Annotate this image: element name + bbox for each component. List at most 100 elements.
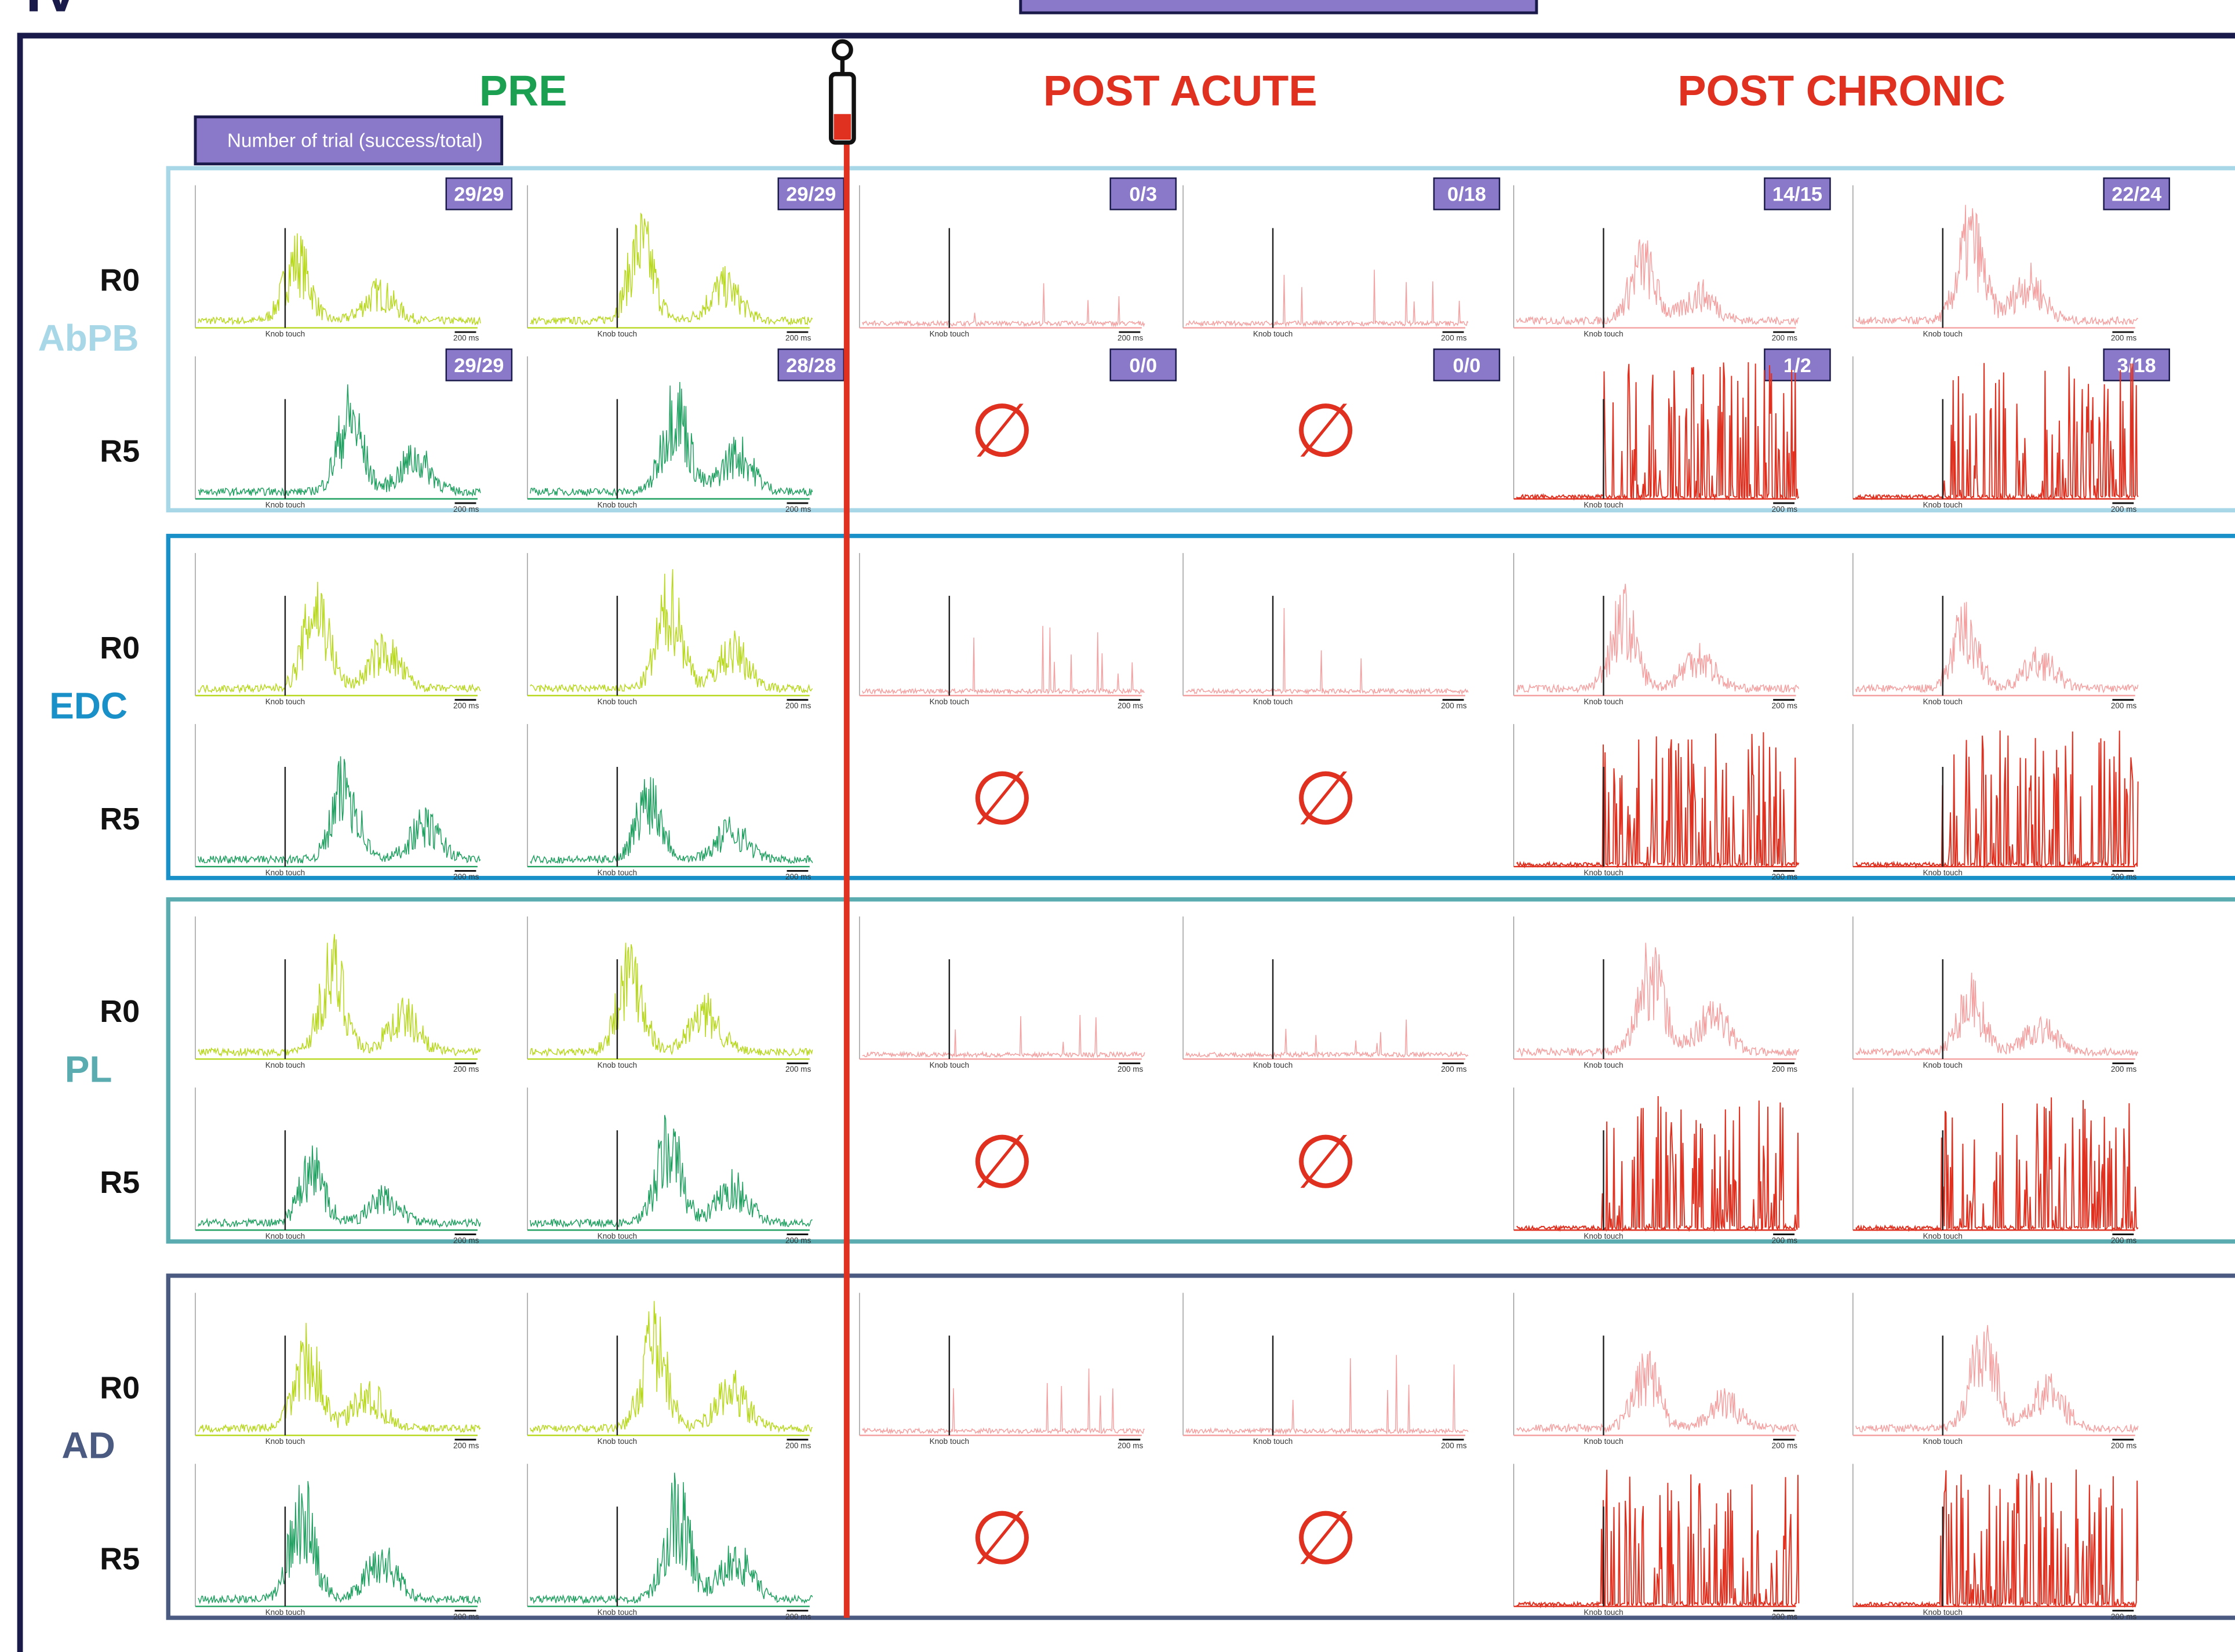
row-label: R5 — [100, 802, 140, 836]
emg-trace — [1856, 1325, 2138, 1432]
scale-label: 200 ms — [453, 1612, 479, 1621]
column-title: POST CHRONIC — [1677, 67, 2005, 115]
emg-trace — [198, 582, 481, 693]
emg-trace — [1856, 1469, 2138, 1606]
event-label: Knob touch — [265, 500, 305, 509]
emg-trace — [198, 234, 481, 325]
event-label: Knob touch — [265, 1608, 305, 1617]
row-label: R0 — [100, 263, 140, 298]
column-title: POST ACUTE — [1043, 67, 1317, 115]
event-label: Knob touch — [265, 329, 305, 338]
scale-label: 200 ms — [1772, 872, 1798, 881]
emg-trace — [198, 1323, 481, 1432]
trial-count: 29/29 — [786, 184, 836, 206]
event-label: Knob touch — [1923, 329, 1963, 338]
scale-label: 200 ms — [453, 1441, 479, 1450]
trial-count: 29/29 — [454, 355, 504, 377]
syringe-icon — [831, 41, 854, 143]
top-box — [1021, 0, 1537, 13]
event-label: Knob touch — [1584, 1232, 1623, 1240]
event-label: Knob touch — [1923, 1061, 1963, 1069]
trial-count: 3/18 — [2117, 355, 2156, 377]
emg-trace — [530, 382, 813, 496]
event-label: Knob touch — [265, 868, 305, 877]
event-label: Knob touch — [1584, 329, 1623, 338]
event-label: Knob touch — [598, 1061, 637, 1069]
emg-trace — [1856, 363, 2138, 498]
emg-trace — [1856, 973, 2138, 1056]
trial-count: 0/18 — [1447, 184, 1486, 206]
no-data: ∅ — [1293, 1497, 1357, 1580]
figure: IV Number of trial (success/total) PRE P… — [0, 0, 2235, 1652]
scale-label: 200 ms — [1772, 1441, 1798, 1450]
emg-trace — [530, 943, 813, 1056]
emg-trace — [1186, 270, 1468, 326]
event-label: Knob touch — [1253, 1437, 1293, 1446]
emg-trace — [530, 1301, 813, 1432]
scale-label: 200 ms — [2111, 1441, 2137, 1450]
emg-trace — [198, 384, 481, 496]
event-label: Knob touch — [1923, 697, 1963, 706]
legend-text: Number of trial (success/total) — [227, 130, 483, 151]
emg-trace — [1186, 608, 1468, 694]
emg-trace — [530, 1473, 813, 1603]
muscle-name: AbPB — [38, 317, 139, 359]
scale-label: 200 ms — [785, 872, 811, 881]
emg-trace — [1517, 1351, 1799, 1432]
emg-trace — [862, 283, 1145, 326]
scale-label: 200 ms — [1441, 701, 1467, 710]
scale-label: 200 ms — [1118, 1065, 1144, 1074]
panel-label: IV — [26, 0, 79, 24]
scale-label: 200 ms — [1772, 1612, 1798, 1621]
emg-trace — [198, 1145, 481, 1227]
emg-trace — [862, 1369, 1145, 1433]
event-label: Knob touch — [598, 329, 637, 338]
emg-trace — [198, 756, 481, 864]
event-label: Knob touch — [1584, 1061, 1623, 1069]
event-label: Knob touch — [930, 697, 969, 706]
event-label: Knob touch — [1253, 329, 1293, 338]
emg-trace — [1517, 943, 1799, 1056]
scale-label: 200 ms — [2111, 701, 2137, 710]
trial-count: 0/3 — [1129, 184, 1157, 206]
scale-label: 200 ms — [453, 1236, 479, 1245]
event-label: Knob touch — [930, 1437, 969, 1446]
emg-trace — [1517, 362, 1799, 499]
scale-label: 200 ms — [2111, 872, 2137, 881]
trial-count: 0/0 — [1453, 355, 1481, 377]
no-data: ∅ — [970, 757, 1034, 840]
trial-count: 28/28 — [786, 355, 836, 377]
row-label: R0 — [100, 994, 140, 1029]
scale-label: 200 ms — [785, 505, 811, 514]
scale-label: 200 ms — [1441, 334, 1467, 343]
scale-label: 200 ms — [1772, 334, 1798, 343]
event-label: Knob touch — [1584, 1437, 1623, 1446]
row-label: R5 — [100, 1541, 140, 1576]
event-label: Knob touch — [1923, 1608, 1963, 1617]
emg-trace — [198, 934, 481, 1056]
event-label: Knob touch — [598, 868, 637, 877]
trial-count: 1/2 — [1783, 355, 1811, 377]
emg-trace — [1517, 1096, 1799, 1230]
page: {"panel":"IV","legend":"Number of trial … — [0, 0, 2235, 1652]
emg-trace — [1517, 239, 1799, 325]
scale-label: 200 ms — [453, 334, 479, 343]
trial-count: 14/15 — [1772, 184, 1822, 206]
scale-label: 200 ms — [785, 334, 811, 343]
scale-label: 200 ms — [1441, 1065, 1467, 1074]
row-label: R5 — [100, 1165, 140, 1200]
scale-label: 200 ms — [785, 701, 811, 710]
column-title: PRE — [479, 67, 567, 115]
emg-trace — [1856, 602, 2138, 692]
event-label: Knob touch — [598, 1608, 637, 1617]
no-data: ∅ — [970, 1120, 1034, 1203]
muscle-name: AD — [61, 1425, 115, 1467]
trial-count: 29/29 — [454, 184, 504, 206]
scale-label: 200 ms — [453, 701, 479, 710]
event-label: Knob touch — [1923, 868, 1963, 877]
scale-label: 200 ms — [1118, 1441, 1144, 1450]
scale-label: 200 ms — [1772, 1065, 1798, 1074]
event-label: Knob touch — [1584, 1608, 1623, 1617]
scale-label: 200 ms — [453, 872, 479, 881]
event-label: Knob touch — [1923, 500, 1963, 509]
